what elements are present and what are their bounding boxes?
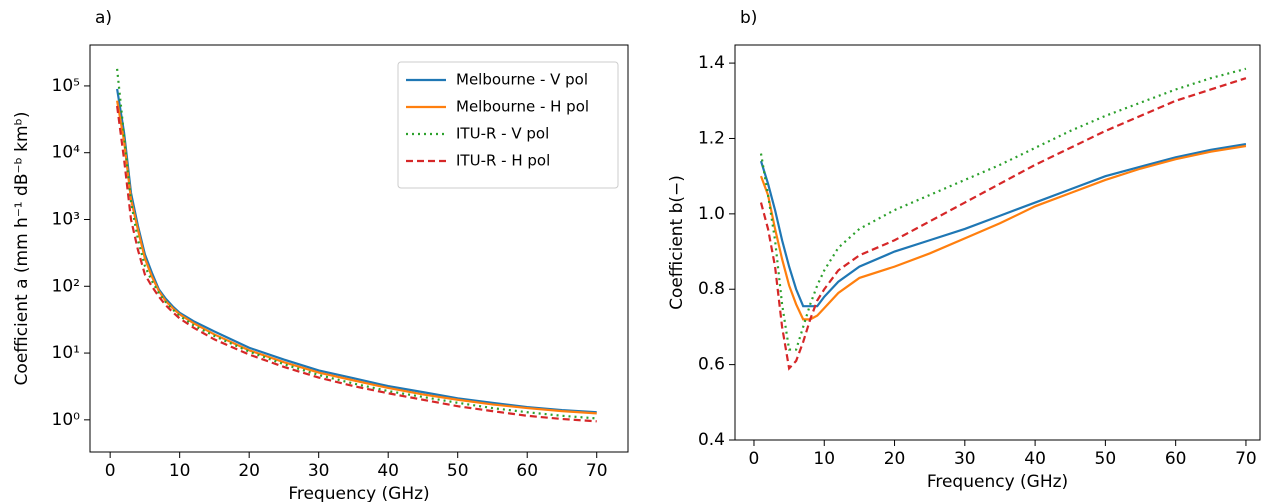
panel-label: b)	[740, 8, 757, 28]
x-axis-label: Frequency (GHz)	[927, 472, 1068, 492]
data-line	[116, 105, 597, 423]
x-tick-label: 60	[1165, 449, 1187, 469]
y-tick-label: 10³	[52, 209, 80, 229]
y-axis-label: Coefficient a (mm h⁻¹ dB⁻ᵇ kmᵇ)	[12, 112, 32, 386]
y-tick-label: 1.2	[698, 128, 725, 148]
x-tick-label: 70	[586, 461, 608, 481]
y-axis-label: Coefficient b(−)	[667, 175, 687, 310]
x-tick-label: 0	[749, 449, 760, 469]
x-tick-label: 50	[1095, 449, 1117, 469]
data-line	[116, 100, 597, 415]
x-tick-label: 20	[238, 461, 260, 481]
x-tick-label: 50	[447, 461, 469, 481]
y-tick-label: 10⁰	[52, 410, 81, 430]
data-line	[116, 68, 597, 420]
data-line	[759, 143, 1247, 308]
x-tick-label: 0	[105, 461, 116, 481]
y-tick-label: 1.4	[698, 53, 725, 73]
plot-area	[759, 67, 1247, 371]
y-tick-label: 10²	[52, 276, 80, 296]
x-tick-label: 40	[1024, 449, 1046, 469]
y-tick-label: 10⁵	[52, 76, 80, 96]
data-line	[759, 144, 1247, 321]
panel-label: a)	[95, 8, 112, 28]
x-tick-label: 30	[954, 449, 976, 469]
legend-label: ITU-R - V pol	[456, 125, 549, 143]
x-tick-label: 20	[884, 449, 906, 469]
x-tick-label: 40	[377, 461, 399, 481]
x-tick-label: 60	[516, 461, 538, 481]
x-tick-label: 10	[813, 449, 835, 469]
legend-label: Melbourne - H pol	[456, 98, 589, 116]
axes-frame	[89, 44, 629, 453]
y-tick-label: 0.4	[698, 430, 725, 450]
legend-box	[397, 61, 619, 189]
plot-area	[116, 68, 597, 423]
x-axis-label: Frequency (GHz)	[288, 484, 429, 502]
y-tick-label: 10⁴	[52, 143, 81, 163]
data-line	[759, 77, 1247, 371]
x-tick-label: 10	[169, 461, 191, 481]
x-tick-label: 70	[1235, 449, 1257, 469]
axes-frame	[734, 44, 1261, 441]
y-tick-label: 10¹	[52, 343, 80, 363]
legend-label: Melbourne - V pol	[456, 71, 588, 89]
data-line	[759, 67, 1247, 351]
y-tick-label: 1.0	[698, 204, 725, 224]
y-tick-label: 0.6	[698, 355, 725, 375]
y-tick-label: 0.8	[698, 279, 725, 299]
x-tick-label: 30	[308, 461, 330, 481]
legend-label: ITU-R - H pol	[456, 152, 550, 170]
